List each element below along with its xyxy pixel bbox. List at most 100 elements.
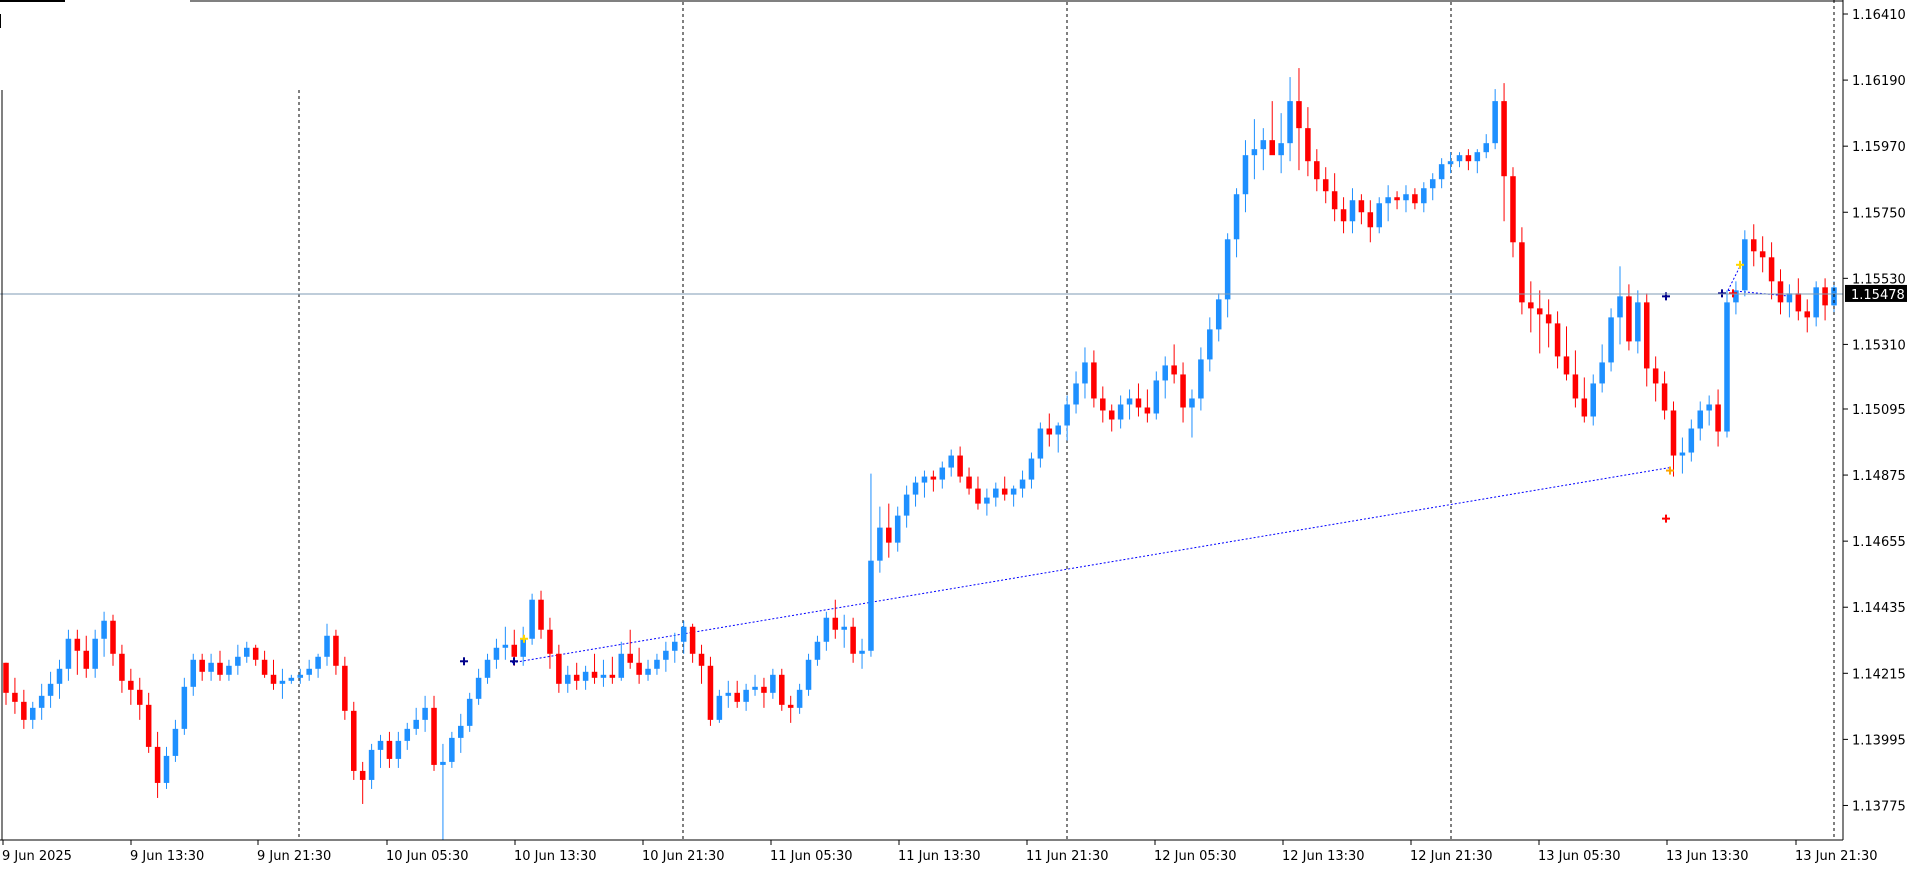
candle-bearish — [627, 629, 633, 669]
candle-body — [235, 656, 241, 666]
candle-body — [65, 638, 72, 669]
candle-bullish — [921, 470, 928, 498]
candle-body — [565, 674, 571, 684]
candle-body — [1340, 209, 1347, 222]
candle-body — [984, 497, 990, 504]
candle-bearish — [1750, 224, 1757, 267]
candle-bullish — [65, 629, 72, 681]
candle-bullish — [279, 668, 286, 699]
candle-bullish — [92, 629, 98, 678]
candle-body — [1037, 428, 1044, 459]
candle-body — [154, 746, 161, 783]
signal-marker — [1729, 289, 1737, 298]
candle-body — [1064, 404, 1070, 426]
candle-bearish — [609, 656, 616, 684]
candle-body — [1189, 398, 1195, 408]
candle-bullish — [1742, 230, 1748, 297]
candle-bullish — [582, 665, 589, 690]
candle-bearish — [1046, 413, 1053, 447]
candle-body — [1305, 128, 1311, 162]
candle-body — [1519, 242, 1525, 303]
candle-bullish — [823, 611, 830, 651]
candle-bullish — [1162, 356, 1168, 399]
candle-bullish — [912, 476, 919, 507]
candle-bearish — [1367, 200, 1374, 243]
candle-bullish — [1117, 395, 1124, 429]
candle-bearish — [1135, 383, 1142, 417]
candle-body — [1822, 287, 1828, 306]
candle-body — [1046, 428, 1053, 435]
candle-body — [841, 626, 847, 630]
candle-body — [386, 740, 393, 759]
candle-bullish — [306, 659, 312, 681]
candle-body — [1599, 362, 1605, 384]
candle-bullish — [654, 653, 660, 675]
candle-body — [359, 770, 366, 780]
candle-body — [1438, 164, 1445, 180]
signal-marker — [460, 657, 468, 666]
candle-bullish — [1055, 422, 1061, 453]
trend-line-stub — [1727, 266, 1741, 291]
candle-bearish — [1528, 281, 1534, 333]
candle-bullish — [1242, 140, 1249, 213]
candle-body — [1813, 287, 1819, 318]
candle-body — [395, 740, 402, 759]
candle-body — [1421, 188, 1427, 204]
candle-bullish — [1207, 317, 1213, 372]
candle-bearish — [351, 701, 357, 780]
candle-body — [1510, 176, 1516, 243]
candle-body — [1768, 257, 1775, 282]
candle-bullish — [1724, 290, 1730, 438]
candle-body — [761, 686, 767, 693]
candle-bearish — [1465, 149, 1472, 171]
candle-body — [270, 674, 277, 684]
x-axis-tick-label: 11 Jun 05:30 — [770, 849, 853, 864]
candle-bearish — [1510, 167, 1516, 258]
candle-body — [547, 629, 553, 654]
candle-bearish — [110, 614, 116, 666]
candle-body — [1536, 308, 1543, 315]
candle-bullish — [1733, 281, 1739, 315]
candle-bullish — [395, 731, 402, 768]
y-axis-tick-label: 1.15095 — [1852, 403, 1906, 418]
candle-body — [1394, 197, 1400, 201]
candle-bearish — [1661, 371, 1668, 420]
candle-body — [1742, 239, 1748, 291]
candle-bearish — [832, 599, 839, 639]
candle-body — [529, 599, 535, 639]
candle-body — [609, 674, 616, 678]
candle-body — [190, 659, 197, 687]
time-grid — [298, 2, 1452, 840]
candle-body — [1492, 101, 1498, 144]
x-axis-tick-label: 13 Jun 21:30 — [1795, 849, 1878, 864]
candle-body — [1581, 398, 1588, 417]
candle-bullish — [413, 707, 419, 735]
candle-bearish — [3, 662, 9, 705]
signal-marker — [510, 657, 518, 666]
candle-bullish — [1617, 266, 1623, 345]
candle-body — [770, 674, 776, 693]
candle-bearish — [930, 470, 937, 492]
candle-body — [939, 467, 946, 480]
candle-bullish — [529, 593, 535, 645]
candle-body — [1706, 404, 1712, 411]
candle-bullish — [190, 653, 197, 696]
candle-body — [1287, 101, 1293, 144]
candles — [3, 68, 1837, 840]
candle-body — [1563, 356, 1570, 375]
candle-body — [921, 476, 928, 483]
candle-bullish — [440, 743, 446, 840]
candle-body — [520, 638, 526, 657]
candle-bullish — [1679, 437, 1686, 474]
candle-body — [1251, 149, 1258, 156]
candle-bullish — [1474, 149, 1481, 174]
candle-bullish — [1492, 89, 1498, 150]
candle-bearish — [83, 635, 90, 678]
candle-body — [1117, 404, 1124, 420]
candle-bullish — [1831, 281, 1837, 315]
y-axis-tick-label: 1.15530 — [1852, 272, 1906, 287]
signal-marker — [1718, 289, 1726, 298]
candle-bullish — [1376, 197, 1382, 234]
